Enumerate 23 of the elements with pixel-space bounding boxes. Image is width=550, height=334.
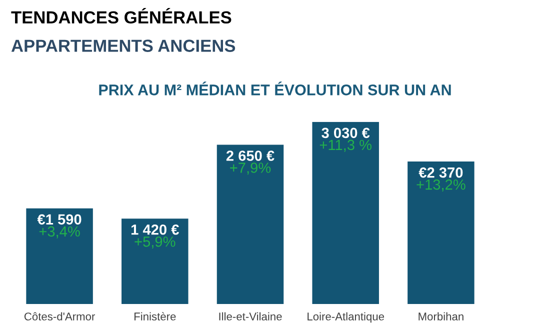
x-tick-label: Côtes-d'Armor bbox=[24, 312, 95, 320]
data-label: 2 650 € bbox=[226, 150, 274, 161]
x-tick-label: Loire-Atlantique bbox=[308, 312, 384, 323]
chart-subtitle: APPARTEMENTS ANCIENS bbox=[11, 40, 236, 52]
bar bbox=[312, 122, 379, 304]
bar bbox=[26, 208, 93, 304]
x-tick-label: Finistère bbox=[134, 312, 176, 320]
annotation: +5,9% bbox=[134, 236, 176, 249]
data-label: €2 370 bbox=[418, 167, 463, 178]
bar bbox=[216, 144, 284, 304]
annotation: +7,9% bbox=[230, 162, 271, 175]
chart-title: TENDANCES GÉNÉRALES bbox=[11, 8, 232, 24]
bar bbox=[408, 162, 474, 304]
annotation: +3,4% bbox=[39, 226, 80, 238]
text: PRIX AU M² MÉDIAN ET ÉVOLUTION SUR UN AN bbox=[99, 82, 451, 96]
annotation: +13,2% bbox=[416, 179, 466, 192]
data-label: 1 420 € bbox=[131, 224, 179, 235]
data-label: 3 030 € bbox=[322, 128, 370, 138]
x-tick-label: Ille-et-Vilaine bbox=[219, 312, 282, 320]
bar bbox=[122, 218, 188, 304]
x-tick-label: Morbihan bbox=[418, 312, 464, 320]
data-label: €1 590 bbox=[37, 214, 82, 225]
annotation: +11,3 % bbox=[320, 140, 372, 152]
